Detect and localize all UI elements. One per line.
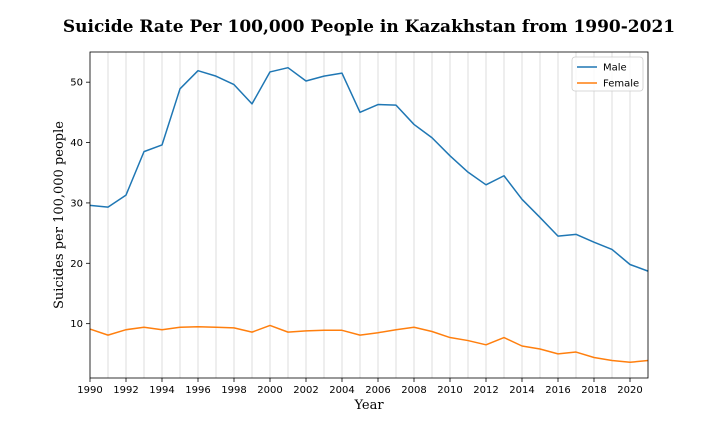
x-tick-label: 2008 [401,385,426,396]
x-tick-label: 1990 [77,385,102,396]
x-tick-label: 1998 [221,385,246,396]
series-line-female [89,324,649,364]
x-tick-label: 2010 [437,385,462,396]
x-tick-label: 2004 [329,385,354,396]
legend-label-male: Male [603,63,627,74]
y-tick-label: 20 [70,259,83,270]
y-tick-label: 50 [70,78,83,89]
y-axis-ticks: 10 20 30 40 50 [70,78,90,330]
series-layer [89,66,649,364]
y-tick-label: 10 [70,319,83,330]
x-tick-label: 2018 [581,385,606,396]
x-tick-label: 2014 [509,385,534,396]
x-tick-label: 2020 [617,385,642,396]
x-tick-label: 2002 [293,385,318,396]
x-axis-ticks: 1990 1992 1994 1996 1998 2000 2002 2004 2006 2008… [77,378,643,396]
x-tick-label: 2000 [257,385,282,396]
x-axis-label: Year [353,398,384,413]
x-tick-label: 1996 [185,385,210,396]
legend-label-female: Female [603,79,639,90]
x-tick-label: 2016 [545,385,570,396]
grid-lines [89,52,649,378]
plot-frame [89,51,649,379]
y-axis-label: Suicides per 100,000 people [52,121,67,309]
y-tick-label: 40 [70,138,83,149]
legend: Male Female [571,56,644,92]
x-tick-label: 2012 [473,385,498,396]
x-tick-label: 1994 [149,385,174,396]
chart-title: Suicide Rate Per 100,000 People in Kazak… [63,17,675,37]
x-tick-label: 1992 [113,385,138,396]
series-line-male [89,66,649,272]
y-tick-label: 30 [70,198,83,209]
x-tick-label: 2006 [365,385,390,396]
